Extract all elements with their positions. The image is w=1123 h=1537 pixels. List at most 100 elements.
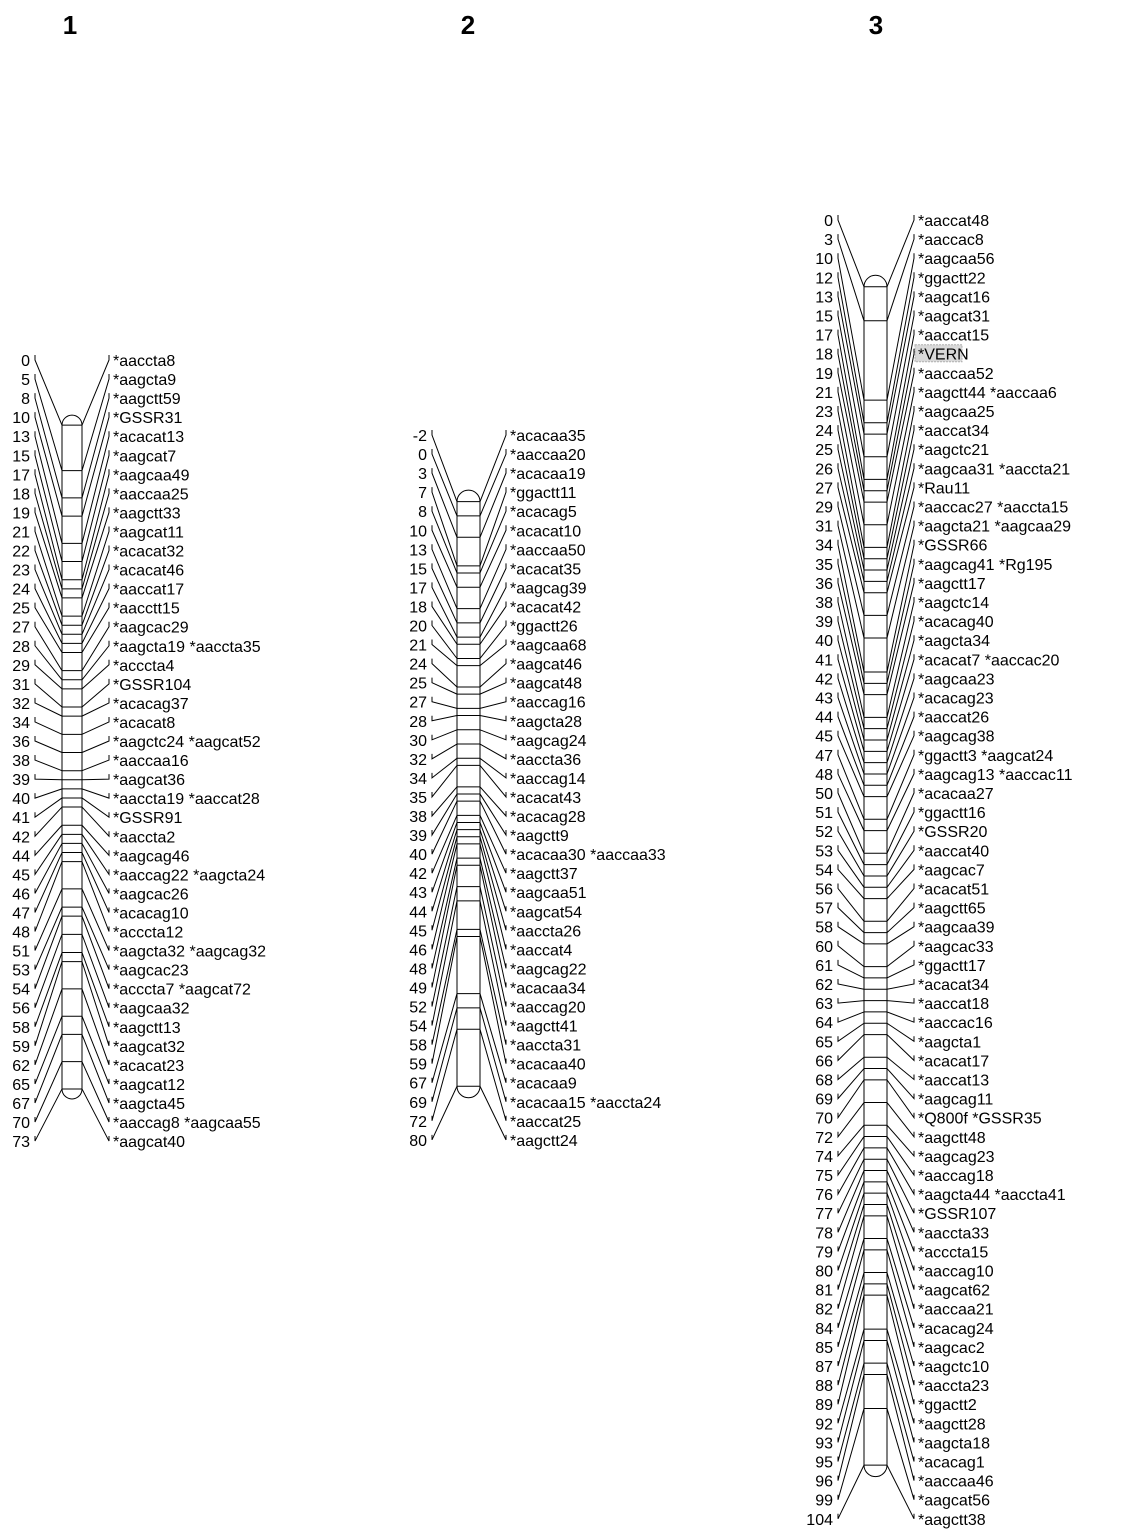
marker-label: *aacctt15 (113, 601, 180, 618)
marker-label: *aaccta19 *aaccat28 (113, 791, 260, 808)
marker-connector-right (479, 743, 507, 760)
marker-position: 22 (12, 544, 30, 561)
marker-connector-right (886, 597, 915, 718)
linkage-group-title: 2 (461, 10, 475, 40)
marker-position: 93 (815, 1435, 833, 1452)
marker-connector-right (886, 1283, 915, 1386)
marker-connector-left (34, 797, 63, 819)
marker-connector-right (886, 1408, 915, 1500)
marker-connector-right (479, 900, 507, 1026)
marker-position: 48 (815, 767, 833, 784)
marker-position: 17 (12, 467, 30, 484)
marker-connector-right (81, 988, 110, 1066)
marker-label: *ggactt17 (918, 958, 986, 975)
marker-connector-left (431, 786, 458, 818)
marker-connector-left (431, 1007, 458, 1102)
marker-label: *aagcat54 (510, 904, 582, 921)
marker-position: 66 (815, 1053, 833, 1070)
marker-position: 56 (815, 882, 833, 899)
marker-connector-right (886, 310, 915, 457)
marker-connector-right (479, 800, 507, 855)
marker-connector-left (837, 1056, 865, 1081)
marker-label: *acacag37 (113, 696, 189, 713)
marker-label: *GSSR31 (113, 410, 182, 427)
marker-connector-left (837, 807, 865, 865)
marker-connector-right (479, 468, 507, 538)
marker-connector-left (837, 1136, 865, 1177)
marker-connector-right (886, 1464, 915, 1520)
marker-label: *aagcag24 (510, 733, 587, 750)
marker-connector-right (886, 234, 915, 321)
marker-position: 24 (12, 582, 30, 599)
marker-label: *acacat13 (113, 429, 184, 446)
marker-label: *aagcta19 *aaccta35 (113, 639, 261, 656)
marker-position: 8 (21, 391, 30, 408)
marker-connector-left (837, 998, 865, 1004)
marker-connector-left (431, 487, 458, 566)
marker-connector-right (886, 444, 915, 571)
marker-label: *GSSR107 (918, 1206, 996, 1223)
marker-connector-left (837, 692, 865, 775)
marker-position: 46 (409, 942, 427, 959)
marker-connector-right (479, 677, 507, 695)
marker-connector-left (431, 582, 458, 638)
marker-connector-left (837, 1170, 865, 1233)
marker-connector-right (81, 1034, 110, 1104)
marker-position: 39 (12, 772, 30, 789)
marker-label: *aaccat15 (918, 328, 989, 345)
marker-connector-right (886, 463, 915, 582)
marker-label: *aaccag8 *aagcaa55 (113, 1115, 261, 1132)
marker-connector-left (837, 1158, 865, 1214)
marker-position: 3 (824, 232, 833, 249)
marker-connector-left (837, 788, 865, 854)
marker-connector-right (81, 393, 110, 499)
marker-connector-left (34, 1088, 63, 1142)
marker-label: *aaccat25 (510, 1114, 581, 1131)
marker-position: 36 (12, 734, 30, 751)
marker-connector-left (837, 520, 865, 639)
marker-position: 88 (815, 1378, 833, 1395)
marker-position: 15 (12, 448, 30, 465)
marker-position: 25 (815, 442, 833, 459)
marker-connector-right (81, 469, 110, 580)
marker-label: *aaccta23 (918, 1378, 989, 1395)
marker-connector-right (886, 788, 915, 854)
marker-label: *GSSR91 (113, 810, 182, 827)
marker-connector-right (479, 843, 507, 950)
marker-label: *aaccag18 (918, 1168, 994, 1185)
marker-connector-left (34, 861, 63, 932)
marker-label: *acacag24 (918, 1321, 994, 1338)
marker-connector-left (34, 1061, 63, 1123)
marker-position: 26 (815, 461, 833, 478)
marker-label: *acacaa34 (510, 980, 586, 997)
marker-connector-right (886, 979, 915, 990)
marker-label: *aagctt65 (918, 901, 986, 918)
marker-label: *ggactt22 (918, 270, 986, 287)
marker-position: 32 (409, 752, 427, 769)
marker-connector-right (479, 786, 507, 818)
marker-connector-right (886, 1215, 915, 1309)
marker-label: *aagcag11 (918, 1092, 993, 1109)
marker-label: *Q800f *GSSR35 (918, 1111, 1042, 1128)
marker-connector-left (431, 865, 458, 988)
marker-label: *acacat35 (510, 561, 581, 578)
marker-connector-left (34, 961, 63, 1046)
marker-position: 54 (12, 982, 30, 999)
marker-label: *aagctt9 (510, 828, 569, 845)
marker-label: *aagcaa25 (918, 404, 995, 421)
marker-position: 0 (21, 353, 30, 370)
marker-label: *aagcta45 (113, 1096, 185, 1113)
marker-connector-right (886, 1102, 915, 1139)
marker-label: *aagcat32 (113, 1039, 185, 1056)
marker-connector-right (479, 836, 507, 931)
marker-label: *aaccat26 (918, 710, 989, 727)
marker-connector-right (81, 583, 110, 644)
marker-position: 15 (815, 309, 833, 326)
marker-position: 45 (815, 729, 833, 746)
marker-label: *aaccta26 (510, 923, 581, 940)
marker-position: 80 (409, 1133, 427, 1150)
marker-position: 43 (815, 691, 833, 708)
marker-label: *aagcag41 *Rg195 (918, 557, 1052, 574)
marker-connector-left (431, 715, 458, 722)
marker-label: *aaccat17 (113, 582, 184, 599)
